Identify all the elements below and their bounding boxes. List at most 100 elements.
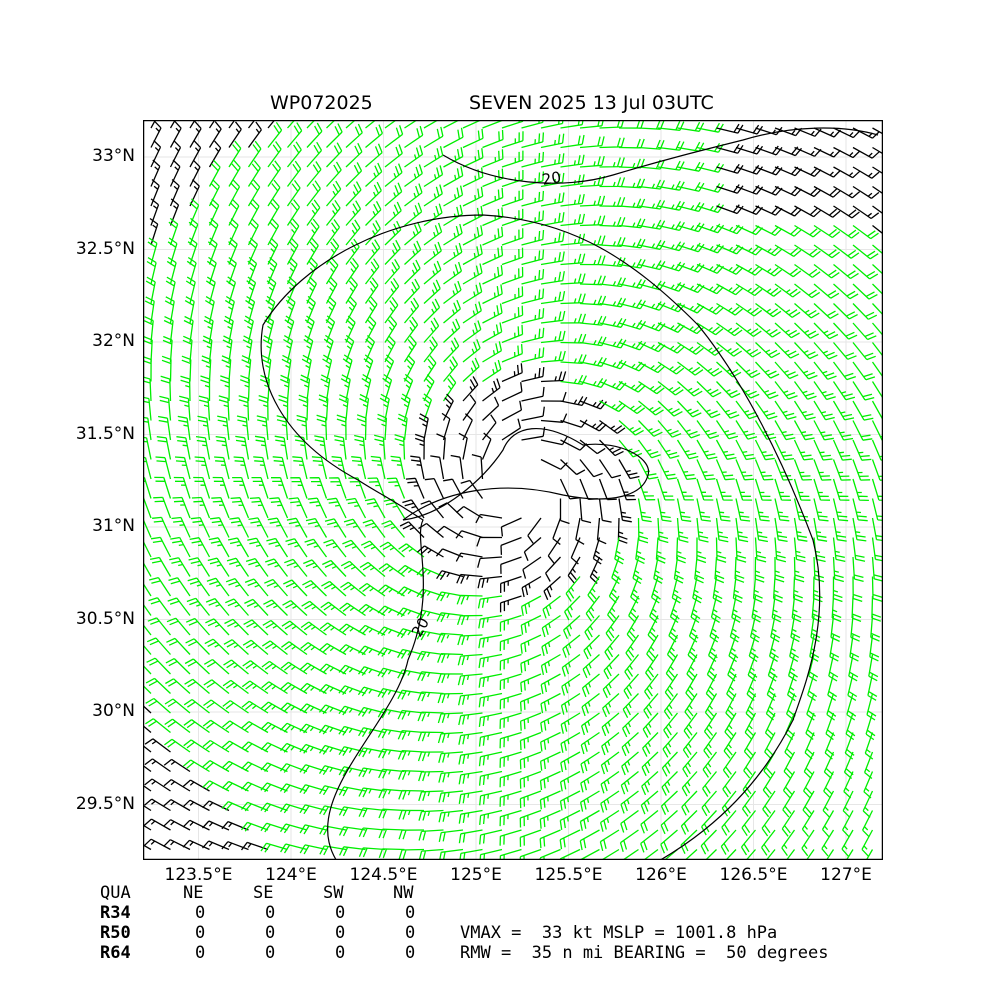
wind-barb: [397, 648, 425, 659]
wind-barb-path: [404, 278, 421, 304]
wind-barb-path: [299, 682, 327, 695]
wind-barb: [164, 698, 191, 714]
wind-barb: [282, 600, 308, 616]
wind-barb-path: [767, 654, 778, 682]
wind-barb-path: [755, 283, 782, 297]
wind-barb: [189, 120, 196, 129]
wind-barb-path: [436, 632, 464, 643]
wind-barb-path: [340, 581, 366, 597]
wind-barb: [336, 414, 347, 441]
wind-barb-path: [852, 517, 867, 542]
wind-barb-path: [183, 698, 210, 714]
wind-barb: [325, 238, 340, 265]
wind-barb: [455, 530, 483, 539]
wind-barb-path: [521, 386, 545, 402]
wind-barb: [283, 579, 308, 597]
wind-barb: [438, 829, 464, 843]
wind-barb: [422, 393, 433, 421]
wind-barb-path: [274, 435, 289, 460]
wind-barb-path: [666, 634, 679, 662]
wind-barb: [321, 580, 347, 597]
wind-barb-path: [735, 478, 753, 501]
wind-barb: [602, 673, 620, 699]
wind-barb: [580, 770, 600, 793]
wind-barb-path: [638, 341, 666, 353]
wind-barb: [605, 615, 620, 642]
wind-barb-path: [723, 732, 737, 759]
wind-barb: [423, 126, 444, 149]
wind-barb: [657, 322, 685, 333]
wind-barb-path: [320, 601, 347, 617]
wind-barb-path: [287, 120, 296, 129]
wind-barb-path: [179, 395, 191, 421]
wind-barb: [767, 654, 778, 682]
wind-barb-path: [190, 516, 211, 538]
wind-barb-path: [559, 809, 581, 830]
wind-barb-path: [618, 478, 636, 501]
wind-barb-path: [725, 849, 737, 860]
wind-barb: [316, 414, 328, 441]
wind-barb-path: [398, 789, 425, 800]
wind-barb: [501, 363, 523, 383]
wind-barb: [326, 123, 343, 148]
wind-barb-path: [748, 634, 759, 663]
wind-barb-path: [684, 693, 698, 720]
wind-barb: [227, 537, 250, 558]
wind-barb: [202, 335, 213, 363]
wind-barb: [540, 172, 565, 188]
wind-barb-path: [560, 396, 588, 407]
wind-barb-path: [321, 580, 347, 597]
wind-barb-path: [833, 283, 859, 300]
wind-barb: [382, 373, 393, 402]
wind-barb: [735, 342, 762, 358]
wind-barb: [521, 426, 546, 441]
wind-barb-path: [755, 263, 783, 277]
wind-barb-path: [436, 570, 464, 581]
wind-barb: [323, 539, 347, 558]
wind-barb: [754, 420, 777, 440]
wind-barb-path: [560, 293, 586, 305]
wind-barb: [696, 243, 725, 254]
wind-barb: [306, 295, 316, 324]
wind-barb: [185, 638, 210, 655]
wind-barb: [436, 570, 464, 581]
wind-barb: [340, 374, 351, 402]
wind-barb-path: [299, 743, 327, 754]
wind-barb: [637, 478, 656, 501]
wind-barb-path: [188, 557, 211, 577]
wind-barb: [726, 673, 737, 701]
wind-barb-path: [397, 564, 425, 578]
wind-barb-path: [786, 673, 797, 702]
wind-barb-path: [438, 770, 464, 783]
wind-barb: [457, 673, 483, 686]
r64-nw: 0: [405, 943, 416, 963]
wind-barb-path: [260, 762, 288, 773]
wind-barb-path: [288, 497, 308, 519]
wind-barb: [618, 478, 636, 501]
wind-barb: [274, 435, 289, 460]
wind-barb: [194, 456, 211, 480]
wind-barb-path: [300, 621, 327, 636]
wind-barb-path: [164, 738, 191, 753]
table-header-sw: SW: [323, 883, 344, 903]
wind-barb-path: [852, 342, 876, 361]
wind-barb-path: [500, 556, 522, 574]
wind-barb: [560, 333, 587, 344]
wind-barb: [871, 595, 882, 622]
wind-barb-path: [794, 342, 819, 360]
wind-barb-path: [443, 204, 463, 227]
wind-barb: [716, 224, 744, 235]
wind-barb: [579, 498, 592, 524]
row-label-r50: R50: [100, 923, 131, 943]
wind-barb: [770, 615, 781, 643]
wind-barb-path: [735, 361, 761, 379]
wind-barb: [794, 263, 821, 278]
wind-barb: [638, 321, 666, 332]
wind-barb-path: [663, 712, 679, 739]
wind-barb: [540, 731, 561, 752]
wind-barb: [716, 283, 744, 296]
wind-barb-path: [621, 732, 639, 757]
wind-barb: [852, 303, 878, 320]
wind-barb-path: [225, 577, 250, 597]
wind-barb-path: [701, 810, 717, 836]
